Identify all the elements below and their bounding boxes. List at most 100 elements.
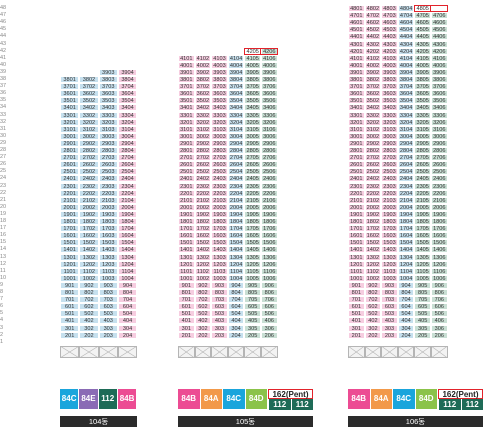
unit-cell: 1804 — [227, 218, 245, 226]
floor-label: 5 — [0, 310, 4, 317]
unit-cell: 1005 — [414, 274, 431, 282]
unit-cell: 1804 — [117, 218, 138, 226]
unit-cell: 1701 — [178, 225, 195, 233]
unit-cell: 2901 — [348, 139, 365, 147]
unit-type-legend: 84B — [348, 389, 370, 409]
unit-cell: 705 — [414, 296, 431, 304]
unit-cell: 701 — [348, 296, 365, 304]
unit-cell: 2002 — [194, 203, 212, 211]
unit-cell: 3905 — [244, 68, 261, 76]
unit-cell: 2305 — [414, 182, 431, 190]
unit-cell: 1101 — [348, 267, 365, 275]
unit-cell: 2306 — [261, 182, 278, 190]
unit-cell: 3206 — [261, 118, 278, 126]
unit-cell: 4101 — [348, 54, 365, 62]
unit-cell: 1103 — [211, 267, 228, 275]
unit-cell: 2505 — [244, 168, 261, 176]
unit-cell: 2403 — [98, 175, 118, 183]
unit-cell: 1102 — [79, 267, 99, 275]
unit-cell: 902 — [194, 281, 212, 289]
unit-cell: 4506 — [431, 26, 448, 34]
unit-cell: 403 — [211, 317, 228, 325]
unit-cell: 2103 — [98, 196, 118, 204]
unit-cell: 4005 — [244, 61, 261, 69]
unit-cell: 3906 — [261, 68, 278, 76]
unit-cell: 3604 — [117, 90, 138, 98]
unit-cell: 2003 — [211, 203, 228, 211]
unit-cell: 2904 — [397, 139, 415, 147]
unit-cell: 3306 — [261, 111, 278, 119]
unit-cell: 1506 — [431, 239, 448, 247]
unit-cell: 2503 — [211, 168, 228, 176]
unit-cell: 3401 — [178, 104, 195, 112]
unit-cell: 4401 — [348, 33, 365, 41]
unit-cell: 2206 — [431, 189, 448, 197]
floor-label: 32 — [0, 118, 7, 125]
unit-cell: 701 — [178, 296, 195, 304]
floor-label: 19 — [0, 210, 7, 217]
unit-cell: 1601 — [178, 232, 195, 240]
unit-cell: 1304 — [227, 253, 245, 261]
unit-cell: 1303 — [381, 253, 398, 261]
unit-cell: 904 — [397, 281, 415, 289]
unit-cell: 1103 — [98, 267, 118, 275]
pilotis-cross-line — [364, 345, 382, 358]
unit-cell: 2005 — [244, 203, 261, 211]
unit-cell: 1805 — [414, 218, 431, 226]
unit-type-legend: 84D — [245, 389, 267, 409]
unit-cell: 2401 — [60, 175, 80, 183]
unit-cell: 3802 — [79, 76, 99, 84]
unit-cell: 2001 — [348, 203, 365, 211]
unit-cell: 704 — [117, 296, 138, 304]
unit-cell: 204 — [227, 331, 245, 339]
unit-cell: 2203 — [211, 189, 228, 197]
unit-cell: 1505 — [244, 239, 261, 247]
unit-cell: 2903 — [381, 139, 398, 147]
pilotis-row — [348, 345, 448, 358]
unit-cell: 4104 — [397, 54, 415, 62]
unit-cell: 3301 — [60, 111, 80, 119]
unit-cell: 3503 — [98, 97, 118, 105]
unit-cell: 3506 — [431, 97, 448, 105]
unit-cell: 3601 — [60, 90, 80, 98]
penthouse-top-outline — [244, 47, 278, 55]
unit-cell: 2802 — [194, 147, 212, 155]
unit-cell: 2303 — [98, 182, 118, 190]
unit-cell: 3505 — [414, 97, 431, 105]
unit-cell: 2601 — [60, 161, 80, 169]
building-label: 104동 — [60, 416, 138, 427]
unit-cell: 1802 — [79, 218, 99, 226]
unit-cell: 2804 — [117, 147, 138, 155]
unit-cell: 4503 — [381, 26, 398, 34]
unit-cell: 2101 — [60, 196, 80, 204]
unit-cell: 2705 — [414, 154, 431, 162]
floor-label: 40 — [0, 61, 7, 68]
unit-cell: 1401 — [348, 246, 365, 254]
unit-cell: 2704 — [397, 154, 415, 162]
unit-cell: 302 — [364, 324, 382, 332]
unit-cell: 3405 — [414, 104, 431, 112]
unit-cell: 3803 — [98, 76, 118, 84]
unit-cell: 3901 — [348, 68, 365, 76]
floor-label: 45 — [0, 26, 7, 33]
unit-cell: 3406 — [431, 104, 448, 112]
unit-cell: 201 — [178, 331, 195, 339]
unit-cell: 1705 — [244, 225, 261, 233]
unit-cell: 205 — [414, 331, 431, 339]
unit-cell: 3002 — [194, 132, 212, 140]
unit-cell: 2704 — [117, 154, 138, 162]
penthouse-sub-type: 112 — [438, 399, 461, 410]
unit-cell: 3602 — [364, 90, 382, 98]
unit-cell: 2802 — [364, 147, 382, 155]
unit-cell: 1706 — [261, 225, 278, 233]
unit-type-legend: 84B — [178, 389, 200, 409]
unit-cell: 603 — [381, 303, 398, 311]
unit-cell: 3702 — [194, 83, 212, 91]
unit-cell: 1001 — [60, 274, 80, 282]
unit-cell: 3401 — [60, 104, 80, 112]
unit-cell: 3006 — [261, 132, 278, 140]
unit-cell: 2902 — [194, 139, 212, 147]
unit-cell: 3102 — [79, 125, 99, 133]
unit-cell: 3304 — [227, 111, 245, 119]
unit-cell: 2304 — [227, 182, 245, 190]
